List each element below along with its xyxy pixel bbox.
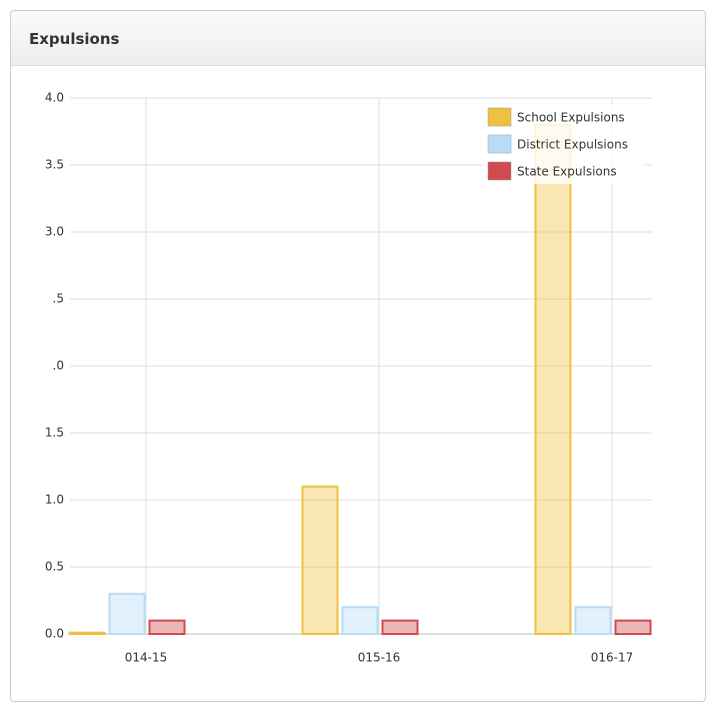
x-tick-label: 016-17 <box>591 651 634 665</box>
panel-title: Expulsions <box>29 30 120 48</box>
y-tick-label: 0.0 <box>45 627 64 641</box>
y-tick-label: 1.5 <box>45 426 64 440</box>
y-tick-label: 4.0 <box>45 91 64 105</box>
y-tick-label: 0.5 <box>45 560 64 574</box>
y-tick-label: 1.0 <box>45 493 64 507</box>
bar <box>574 606 612 636</box>
legend-swatch <box>487 161 512 181</box>
panel-header: Expulsions <box>11 11 705 66</box>
legend-swatch <box>487 134 512 154</box>
legend-label: School Expulsions <box>517 111 625 125</box>
y-tick-label: 3.0 <box>45 225 64 239</box>
bar <box>148 619 186 635</box>
y-tick-label: .5 <box>53 292 64 306</box>
bar <box>108 592 146 635</box>
x-tick-label: 015-16 <box>358 651 401 665</box>
bar <box>381 619 419 635</box>
bar <box>301 485 339 635</box>
legend-label: District Expulsions <box>517 138 628 152</box>
legend-swatch <box>487 107 512 127</box>
bar <box>341 606 379 636</box>
x-tick-label: 014-15 <box>125 651 168 665</box>
bar <box>68 631 106 635</box>
legend-label: State Expulsions <box>517 165 617 179</box>
bar <box>534 123 572 636</box>
bar <box>614 619 652 635</box>
y-tick-label: .0 <box>53 359 64 373</box>
y-tick-label: 3.5 <box>45 158 64 172</box>
